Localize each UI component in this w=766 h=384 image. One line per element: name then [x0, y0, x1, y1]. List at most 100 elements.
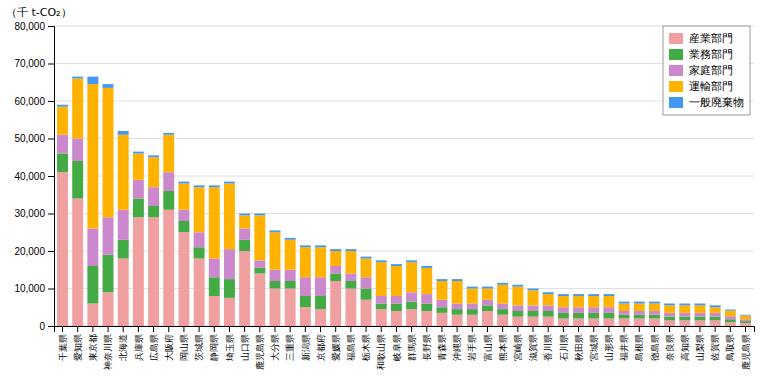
bar-segment — [467, 304, 478, 310]
x-tick: 佐賀県 — [710, 326, 720, 361]
bar-segment — [695, 304, 706, 306]
bar-segment — [224, 184, 235, 250]
tick-label: 高知県 — [680, 334, 690, 361]
plot: 010,00020,00030,00040,00050,00060,00070,… — [14, 21, 754, 370]
bar-segment — [497, 309, 508, 315]
bar-segment — [740, 321, 751, 323]
bar-segment — [57, 107, 68, 135]
bar-segment — [345, 281, 356, 289]
bar-segment — [103, 255, 114, 293]
y-tick: 10,000 — [14, 283, 54, 294]
bar-segment — [421, 311, 432, 326]
x-tick: 鳥取県 — [725, 326, 735, 362]
tick-label: 徳島県 — [650, 334, 660, 361]
series — [57, 154, 751, 324]
tick-label: 和歌山県 — [376, 334, 386, 370]
legend-swatch — [669, 49, 683, 60]
tick-mark — [290, 326, 291, 332]
bar-segment — [725, 322, 736, 326]
x-tick: 鹿児島県 — [741, 326, 751, 370]
bar-segment — [391, 296, 402, 304]
bar-segment — [103, 84, 114, 88]
bar-segment — [467, 287, 478, 289]
bar-segment — [603, 294, 614, 296]
bar-segment — [664, 317, 675, 321]
x-tick: 香川県 — [543, 326, 553, 361]
bar-segment — [725, 316, 736, 319]
bar-segment — [148, 155, 159, 157]
bar-segment — [57, 154, 68, 173]
bar-segment — [573, 307, 584, 313]
tick-label: 新潟県 — [300, 334, 310, 361]
tick-mark — [138, 326, 139, 332]
y-axis-label: （千 t-CO₂） — [6, 6, 72, 19]
y-tick: 40,000 — [14, 171, 54, 182]
tick-mark — [457, 326, 458, 332]
bar-segment — [72, 161, 83, 199]
bar-segment — [619, 319, 630, 327]
bar-segment — [421, 268, 432, 294]
tick-label: 鳥取県 — [725, 334, 735, 362]
bar-segment — [482, 287, 493, 289]
bar-segment — [710, 313, 721, 317]
tick-label: 京都府 — [316, 334, 326, 361]
tick-mark — [48, 251, 54, 252]
tick-mark — [259, 326, 260, 332]
bar-segment — [376, 309, 387, 326]
bar-segment — [254, 260, 265, 268]
bar-segment — [603, 296, 614, 307]
tick-mark — [153, 326, 154, 332]
bar-segment — [72, 79, 83, 139]
tick-mark — [396, 326, 397, 332]
bar-segment — [194, 232, 205, 247]
bar-segment — [118, 259, 129, 327]
bar-segment — [452, 279, 463, 281]
grid — [54, 26, 754, 326]
bar-segment — [710, 307, 721, 313]
legend-item: 一般廃棄物 — [669, 96, 744, 109]
grid-line — [54, 63, 754, 64]
tick-mark — [199, 326, 200, 332]
tick-mark — [320, 326, 321, 332]
bar-segment — [254, 268, 265, 274]
bar-segment — [345, 274, 356, 282]
x-tick: 宮城県 — [589, 326, 599, 361]
bar-segment — [664, 304, 675, 306]
bar-segment — [178, 182, 189, 184]
bar-segment — [87, 229, 98, 267]
bar-segment — [467, 309, 478, 315]
bar-segment — [300, 296, 311, 307]
bar-segment — [345, 249, 356, 251]
bar-segment — [528, 311, 539, 317]
bar-segment — [573, 296, 584, 307]
bar-segment — [87, 266, 98, 304]
tick-mark — [48, 26, 54, 27]
bar-segment — [588, 296, 599, 307]
bar-segment — [528, 317, 539, 326]
bar-segment — [649, 315, 660, 319]
bar-segment — [740, 316, 751, 320]
bar-segment — [133, 199, 144, 218]
bar-segment — [270, 232, 281, 270]
bar-segment — [679, 313, 690, 317]
bar-segment — [649, 304, 660, 312]
x-tick: 滋賀県 — [528, 326, 538, 361]
tick-mark — [183, 326, 184, 332]
bar-segment — [664, 305, 675, 313]
x-tick: 岩手県 — [467, 326, 477, 361]
tick-mark — [669, 326, 670, 332]
x-tick: 千葉県 — [58, 326, 68, 361]
x-tick: 北海道 — [118, 326, 128, 361]
x-tick: 福島県 — [346, 326, 356, 361]
tick-mark — [366, 326, 367, 332]
series — [57, 77, 751, 316]
tick-label: 60,000 — [14, 96, 45, 107]
bar-segment — [133, 180, 144, 199]
bar-segment — [603, 307, 614, 313]
bar-segment — [57, 172, 68, 326]
bar-segment — [588, 307, 599, 313]
series — [57, 135, 751, 321]
bar-segment — [178, 232, 189, 326]
tick-mark — [730, 326, 731, 332]
legend-item: 家庭部門 — [669, 64, 733, 77]
